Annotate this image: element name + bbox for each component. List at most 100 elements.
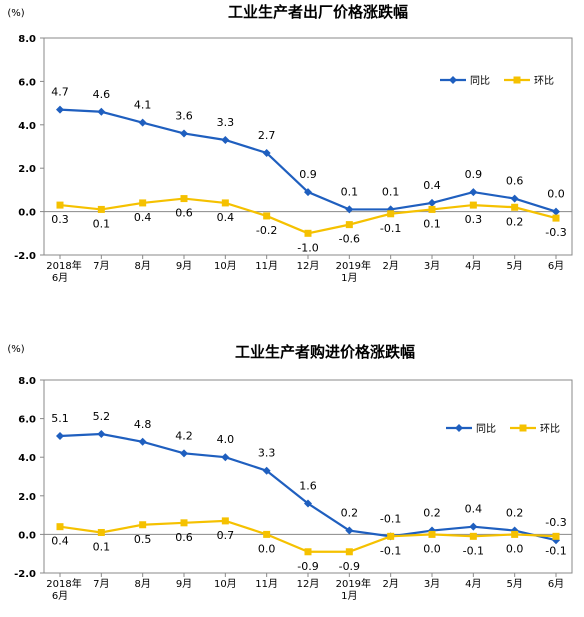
data-point	[552, 532, 560, 540]
x-tick-label: 2018年	[46, 577, 81, 590]
data-point	[180, 195, 188, 203]
data-point	[345, 526, 354, 535]
data-label: -0.1	[380, 222, 401, 235]
y-tick-label: 6.0	[18, 77, 36, 88]
series-mom: 0.4 0.1 0.5 0.6 0.7 0.0 -0.9 -0.9 -0.1 0.0 -0.1 0.0…	[51, 517, 567, 573]
x-tick-label: 6月	[548, 260, 564, 272]
data-point	[262, 466, 271, 475]
x-tick-label: 4月	[465, 260, 481, 272]
data-label: 0.0	[506, 542, 524, 555]
data-label: 0.2	[423, 507, 441, 520]
x-tick-label: 1月	[341, 590, 357, 602]
data-point	[180, 519, 188, 527]
chart-title: 工业生产者购进价格涨跌幅	[235, 343, 415, 361]
data-label: 0.3	[51, 213, 69, 226]
data-point	[345, 548, 353, 556]
plot-frame	[43, 37, 573, 256]
x-tick-label: 3月	[424, 260, 440, 272]
data-point	[345, 205, 354, 214]
data-label: 0.9	[465, 168, 483, 181]
data-label: 4.1	[134, 99, 152, 112]
data-label: 0.0	[258, 542, 276, 555]
data-point	[511, 203, 519, 211]
data-label: 0.4	[217, 211, 235, 224]
data-label: 0.1	[93, 540, 111, 553]
data-label: -0.1	[380, 544, 401, 557]
data-label: 3.3	[217, 116, 235, 129]
x-tick-label: 2018年	[46, 259, 81, 272]
chart-1: 工业生产者出厂价格涨跌幅(%)8.06.04.02.00.0-2.02018年6…	[7, 3, 573, 284]
data-label: 0.3	[465, 213, 483, 226]
y-tick-label: 0.0	[18, 530, 36, 541]
data-point	[139, 199, 147, 207]
y-tick-label: -2.0	[14, 251, 36, 262]
x-tick-label: 6月	[52, 272, 68, 284]
legend: 同比 环比	[446, 423, 560, 435]
x-tick-label: 11月	[255, 578, 278, 590]
data-label: 0.2	[506, 507, 524, 520]
legend-marker	[513, 76, 521, 84]
data-point	[469, 522, 478, 531]
data-point	[387, 532, 395, 540]
data-label: 0.4	[134, 211, 152, 224]
x-tick-label: 9月	[176, 578, 192, 590]
data-point	[97, 528, 105, 536]
data-label: -0.3	[545, 226, 566, 239]
data-point	[138, 118, 147, 127]
series-yoy: 4.7 4.6 4.1 3.6 3.3 2.7 0.9 0.1 0.1 0.4 0.9 0.6 0.0	[51, 86, 565, 216]
legend-marker	[449, 76, 457, 84]
data-point	[428, 530, 436, 538]
chart-2: 工业生产者购进价格涨跌幅(%)8.06.04.02.00.0-2.02018年6…	[7, 343, 573, 602]
x-tick-label: 2月	[382, 260, 398, 272]
data-point	[263, 212, 271, 220]
legend-marker	[519, 424, 527, 432]
data-point	[469, 532, 477, 540]
data-point	[263, 530, 271, 538]
data-point	[139, 521, 147, 529]
y-unit-label: (%)	[7, 8, 24, 19]
x-tick-label: 5月	[506, 260, 522, 272]
x-tick-label: 7月	[93, 578, 109, 590]
data-label: 0.4	[51, 535, 69, 548]
x-tick-label: 5月	[506, 578, 522, 590]
data-point	[304, 548, 312, 556]
y-tick-label: 0.0	[18, 208, 36, 219]
x-tick-label: 6月	[548, 578, 564, 590]
data-label: 0.7	[217, 529, 235, 542]
plot-frame	[43, 379, 573, 574]
data-label: 3.3	[258, 447, 276, 460]
legend-label: 同比	[476, 423, 496, 435]
data-point	[221, 199, 229, 207]
data-label: 0.9	[299, 168, 317, 181]
data-label: -0.1	[380, 512, 401, 525]
data-label: 4.2	[175, 429, 193, 442]
data-point	[56, 431, 64, 440]
data-point	[97, 430, 106, 439]
data-label: 0.5	[134, 533, 152, 546]
legend-marker	[455, 424, 463, 432]
y-tick-label: 2.0	[18, 164, 36, 175]
series-mom: 0.3 0.1 0.4 0.6 0.4 -0.2 -1.0 -0.6 -0.1 0.1 0.3 0.2…	[51, 195, 567, 254]
x-tick-label: 8月	[134, 578, 150, 590]
data-label: -0.1	[463, 544, 484, 557]
y-tick-label: -2.0	[14, 569, 36, 580]
data-point	[180, 129, 188, 138]
x-tick-label: 12月	[297, 578, 320, 590]
data-point	[552, 214, 560, 222]
y-unit-label: (%)	[7, 344, 24, 355]
data-point	[221, 517, 229, 525]
data-label: -0.9	[339, 560, 360, 573]
data-label: 5.1	[51, 412, 69, 425]
x-tick-label: 6月	[52, 590, 68, 602]
data-point	[387, 210, 395, 218]
data-label: 5.2	[93, 410, 111, 423]
data-label: 2.7	[258, 129, 276, 142]
data-label: 0.4	[465, 503, 483, 516]
data-point	[304, 499, 312, 508]
data-point	[262, 149, 271, 158]
x-tick-label: 7月	[93, 260, 109, 272]
data-point	[56, 201, 64, 209]
data-label: 4.8	[134, 418, 152, 431]
x-tick-label: 2019年	[336, 259, 371, 272]
data-point	[97, 107, 106, 116]
